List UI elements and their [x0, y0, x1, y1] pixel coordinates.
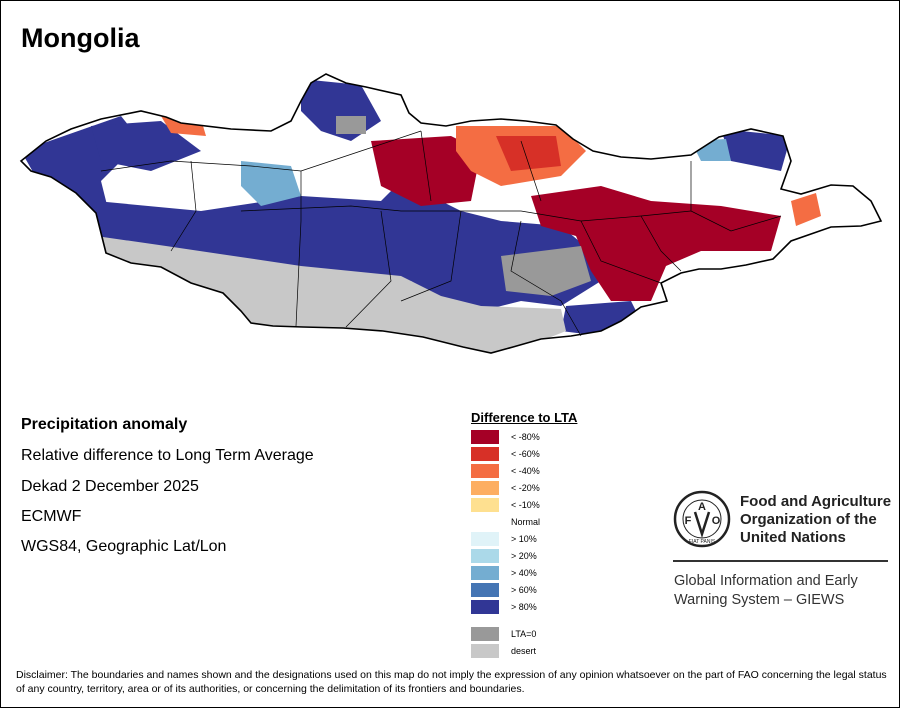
- legend-label: < -40%: [511, 466, 540, 476]
- legend-label: > 80%: [511, 602, 537, 612]
- legend-item: > 10%: [471, 532, 537, 546]
- svg-text:A: A: [698, 501, 706, 513]
- legend-label: > 10%: [511, 534, 537, 544]
- fao-name: Food and Agriculture Organization of the…: [740, 493, 891, 547]
- legend-item: < -40%: [471, 464, 540, 478]
- fao-name-line2: Organization of the: [740, 511, 877, 528]
- legend-label: LTA=0: [511, 629, 537, 639]
- legend-label: Normal: [511, 517, 541, 527]
- legend-swatch: [471, 644, 499, 658]
- legend-swatch: [471, 447, 499, 461]
- legend-swatch: [471, 498, 499, 512]
- anomaly-lightblue: [241, 161, 301, 206]
- legend-item: > 60%: [471, 583, 537, 597]
- anomaly-blue-northeast: [721, 129, 791, 171]
- disclaimer: Disclaimer: The boundaries and names sho…: [16, 669, 887, 695]
- legend-swatch: [471, 464, 499, 478]
- info-period: Dekad 2 December 2025: [21, 478, 199, 495]
- legend-label: < -20%: [511, 483, 540, 493]
- anomaly-blue-central: [96, 181, 601, 311]
- info-source: ECMWF: [21, 508, 82, 525]
- divider: [673, 560, 888, 562]
- legend-swatch: [471, 600, 499, 614]
- legend-item: > 40%: [471, 566, 537, 580]
- legend-item: < -60%: [471, 447, 540, 461]
- legend-label: < -60%: [511, 449, 540, 459]
- province-boundaries: [100, 130, 782, 337]
- legend-item: desert: [471, 644, 536, 658]
- legend-item: Normal: [471, 515, 540, 529]
- map-title: Mongolia: [21, 23, 140, 53]
- svg-text:F: F: [685, 515, 692, 527]
- legend-label: > 60%: [511, 585, 537, 595]
- legend-label: > 20%: [511, 551, 537, 561]
- fao-name-line3: United Nations: [740, 529, 846, 546]
- legend-item: < -80%: [471, 430, 540, 444]
- legend-swatch: [471, 481, 499, 495]
- anomaly-lta0-gray: [501, 246, 591, 296]
- legend-item: < -10%: [471, 498, 540, 512]
- legend-label: < -10%: [511, 500, 540, 510]
- legend-swatch: [471, 549, 499, 563]
- legend-label: < -80%: [511, 432, 540, 442]
- giews-line1: Global Information and Early: [674, 573, 858, 589]
- giews-line2: Warning System – GIEWS: [674, 592, 845, 608]
- mongolia-map: [20, 73, 882, 354]
- anomaly-red-east: [531, 186, 781, 301]
- legend-item: > 80%: [471, 600, 537, 614]
- legend-swatch: [471, 583, 499, 597]
- svg-text:O: O: [712, 515, 721, 527]
- giews-name: Global Information and Early Warning Sys…: [674, 572, 858, 610]
- legend-label: desert: [511, 646, 537, 656]
- fao-name-line1: Food and Agriculture: [740, 493, 892, 510]
- info-subtitle: Relative difference to Long Term Average: [21, 447, 314, 464]
- svg-text:FIAT PANIS: FIAT PANIS: [689, 539, 716, 545]
- anomaly-blue-northwest: [91, 121, 201, 171]
- legend-title: Difference to LTA: [471, 410, 578, 425]
- legend-swatch: [471, 532, 499, 546]
- legend-item: < -20%: [471, 481, 540, 495]
- info-heading: Precipitation anomaly: [21, 416, 188, 433]
- anomaly-orange-east: [791, 193, 821, 226]
- legend-item: LTA=0: [471, 627, 536, 641]
- legend-swatch: [471, 430, 499, 444]
- fao-emblem-logo: A F O FIAT PANIS: [673, 490, 731, 548]
- info-projection: WGS84, Geographic Lat/Lon: [21, 538, 227, 555]
- legend-label: > 40%: [511, 568, 537, 578]
- legend-swatch: [471, 627, 499, 641]
- anomaly-red-center: [371, 136, 481, 206]
- legend-swatch: [471, 566, 499, 580]
- anomaly-lta0-gray-north: [336, 116, 366, 134]
- legend-item: > 20%: [471, 549, 537, 563]
- anomaly-darkorange-north: [496, 136, 561, 171]
- legend-swatch: [471, 515, 499, 529]
